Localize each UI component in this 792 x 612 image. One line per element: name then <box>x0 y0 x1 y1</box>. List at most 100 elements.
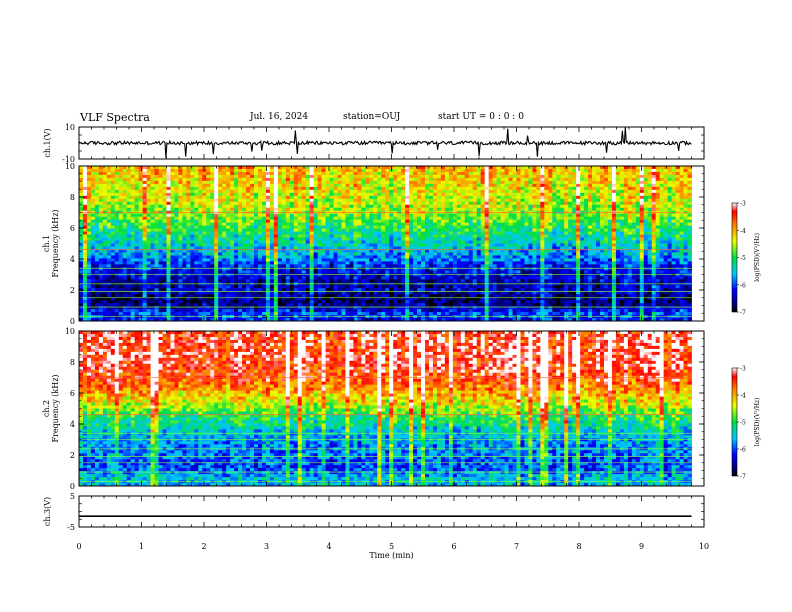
sp1-cell <box>218 294 223 298</box>
sp1-cell <box>226 168 231 173</box>
sp1-cell <box>242 198 247 203</box>
sp1-cell <box>448 198 454 203</box>
sp1-cell <box>234 171 239 176</box>
sp1-cell <box>194 234 199 238</box>
sp1-cell <box>162 243 167 247</box>
sp1-cell <box>448 237 454 241</box>
sp1-cell <box>448 252 454 256</box>
sp1-cell <box>90 201 96 206</box>
sp1-cell <box>166 180 171 185</box>
sp1-cell <box>401 303 406 307</box>
sp1-cell <box>265 243 271 247</box>
sp1-cell <box>309 180 315 185</box>
sp1-cell <box>190 180 195 185</box>
sp1-cell <box>289 195 295 200</box>
sp1-cell <box>448 180 454 185</box>
sp1-cell <box>106 234 112 238</box>
sp1-cell <box>377 246 382 250</box>
sp1-cell <box>405 297 410 301</box>
sp1-cell <box>94 294 100 298</box>
sp1-cell <box>333 198 338 203</box>
sp1-cell <box>329 270 334 274</box>
sp1-cell <box>174 288 179 292</box>
sp1-cell <box>353 258 358 262</box>
sp1-cell <box>425 225 430 229</box>
sp1-cell <box>341 171 346 176</box>
sp1-cell <box>202 201 207 206</box>
sp1-cell <box>94 300 100 304</box>
sp1-cell <box>357 288 362 292</box>
sp1-cell <box>162 318 167 322</box>
sp1-cell <box>82 219 88 224</box>
sp1-cell <box>317 231 323 235</box>
sp1-cell <box>82 249 88 253</box>
sp1-cell <box>301 192 307 197</box>
sp1-cell <box>194 166 199 170</box>
sp1-cell <box>436 177 442 182</box>
sp1-cell <box>257 174 263 179</box>
sp1-cell <box>413 291 418 295</box>
sp1-cell <box>242 294 247 298</box>
sp1-cell <box>170 246 175 250</box>
sp1-cell <box>98 219 104 224</box>
sp1-cell <box>130 231 136 235</box>
sp1-cell <box>170 264 175 268</box>
sp1-cell <box>202 225 207 229</box>
sp1-cell <box>130 288 136 292</box>
sp1-cell <box>265 168 271 173</box>
sp1-cell <box>202 318 207 322</box>
sp1-cell <box>106 183 112 188</box>
sp1-cell <box>90 168 96 173</box>
sp1-cell <box>301 261 307 265</box>
sp1-cell <box>182 195 187 200</box>
sp1-cell <box>86 166 92 170</box>
sp1-cell <box>329 213 334 218</box>
sp1-cell <box>158 288 163 292</box>
sp1-cell <box>261 207 267 212</box>
sp1-cell <box>246 297 251 301</box>
sp1-cell <box>238 279 243 283</box>
sp1-cell <box>214 288 219 292</box>
sp1-cell <box>98 204 104 209</box>
sp1-cell <box>341 249 346 253</box>
sp1-cell <box>261 237 267 241</box>
sp1-cell <box>281 189 287 194</box>
sp1-cell <box>397 279 402 283</box>
sp1-cell <box>257 240 263 244</box>
sp1-cell <box>309 306 315 310</box>
sp1-cell <box>309 171 315 176</box>
sp1-cell <box>365 291 370 295</box>
sp1-cell <box>285 318 291 322</box>
sp1-cell <box>373 237 378 241</box>
sp1-cell <box>325 183 330 188</box>
sp1-cell <box>309 222 315 227</box>
sp1-cell <box>214 219 219 224</box>
sp1-cell <box>436 291 442 295</box>
sp1-cell <box>377 255 382 259</box>
sp1-cell <box>238 171 243 176</box>
sp1-cell <box>182 318 187 322</box>
sp1-cell <box>293 267 299 271</box>
sp1-cell <box>186 261 191 265</box>
sp1-cell <box>118 252 124 256</box>
sp1-cell <box>405 198 410 203</box>
sp1-cell <box>421 246 426 250</box>
sp1-cell <box>369 219 374 224</box>
sp1-cell <box>289 264 295 268</box>
sp1-cell <box>421 216 426 221</box>
sp1-cell <box>158 228 163 232</box>
sp1-cell <box>357 177 362 182</box>
sp1-cell <box>102 264 108 268</box>
sp1-cell <box>94 309 100 313</box>
sp1-cell <box>110 225 116 229</box>
sp1-cell <box>393 303 398 307</box>
sp1-cell <box>285 186 291 191</box>
sp1-cell <box>353 261 358 265</box>
sp1-cell <box>210 189 215 194</box>
sp1-cell <box>349 183 354 188</box>
sp1-cell <box>301 279 307 283</box>
sp1-cell <box>170 261 175 265</box>
sp1-cell <box>79 270 84 274</box>
sp1-cell <box>305 255 311 259</box>
sp1-cell <box>110 300 116 304</box>
